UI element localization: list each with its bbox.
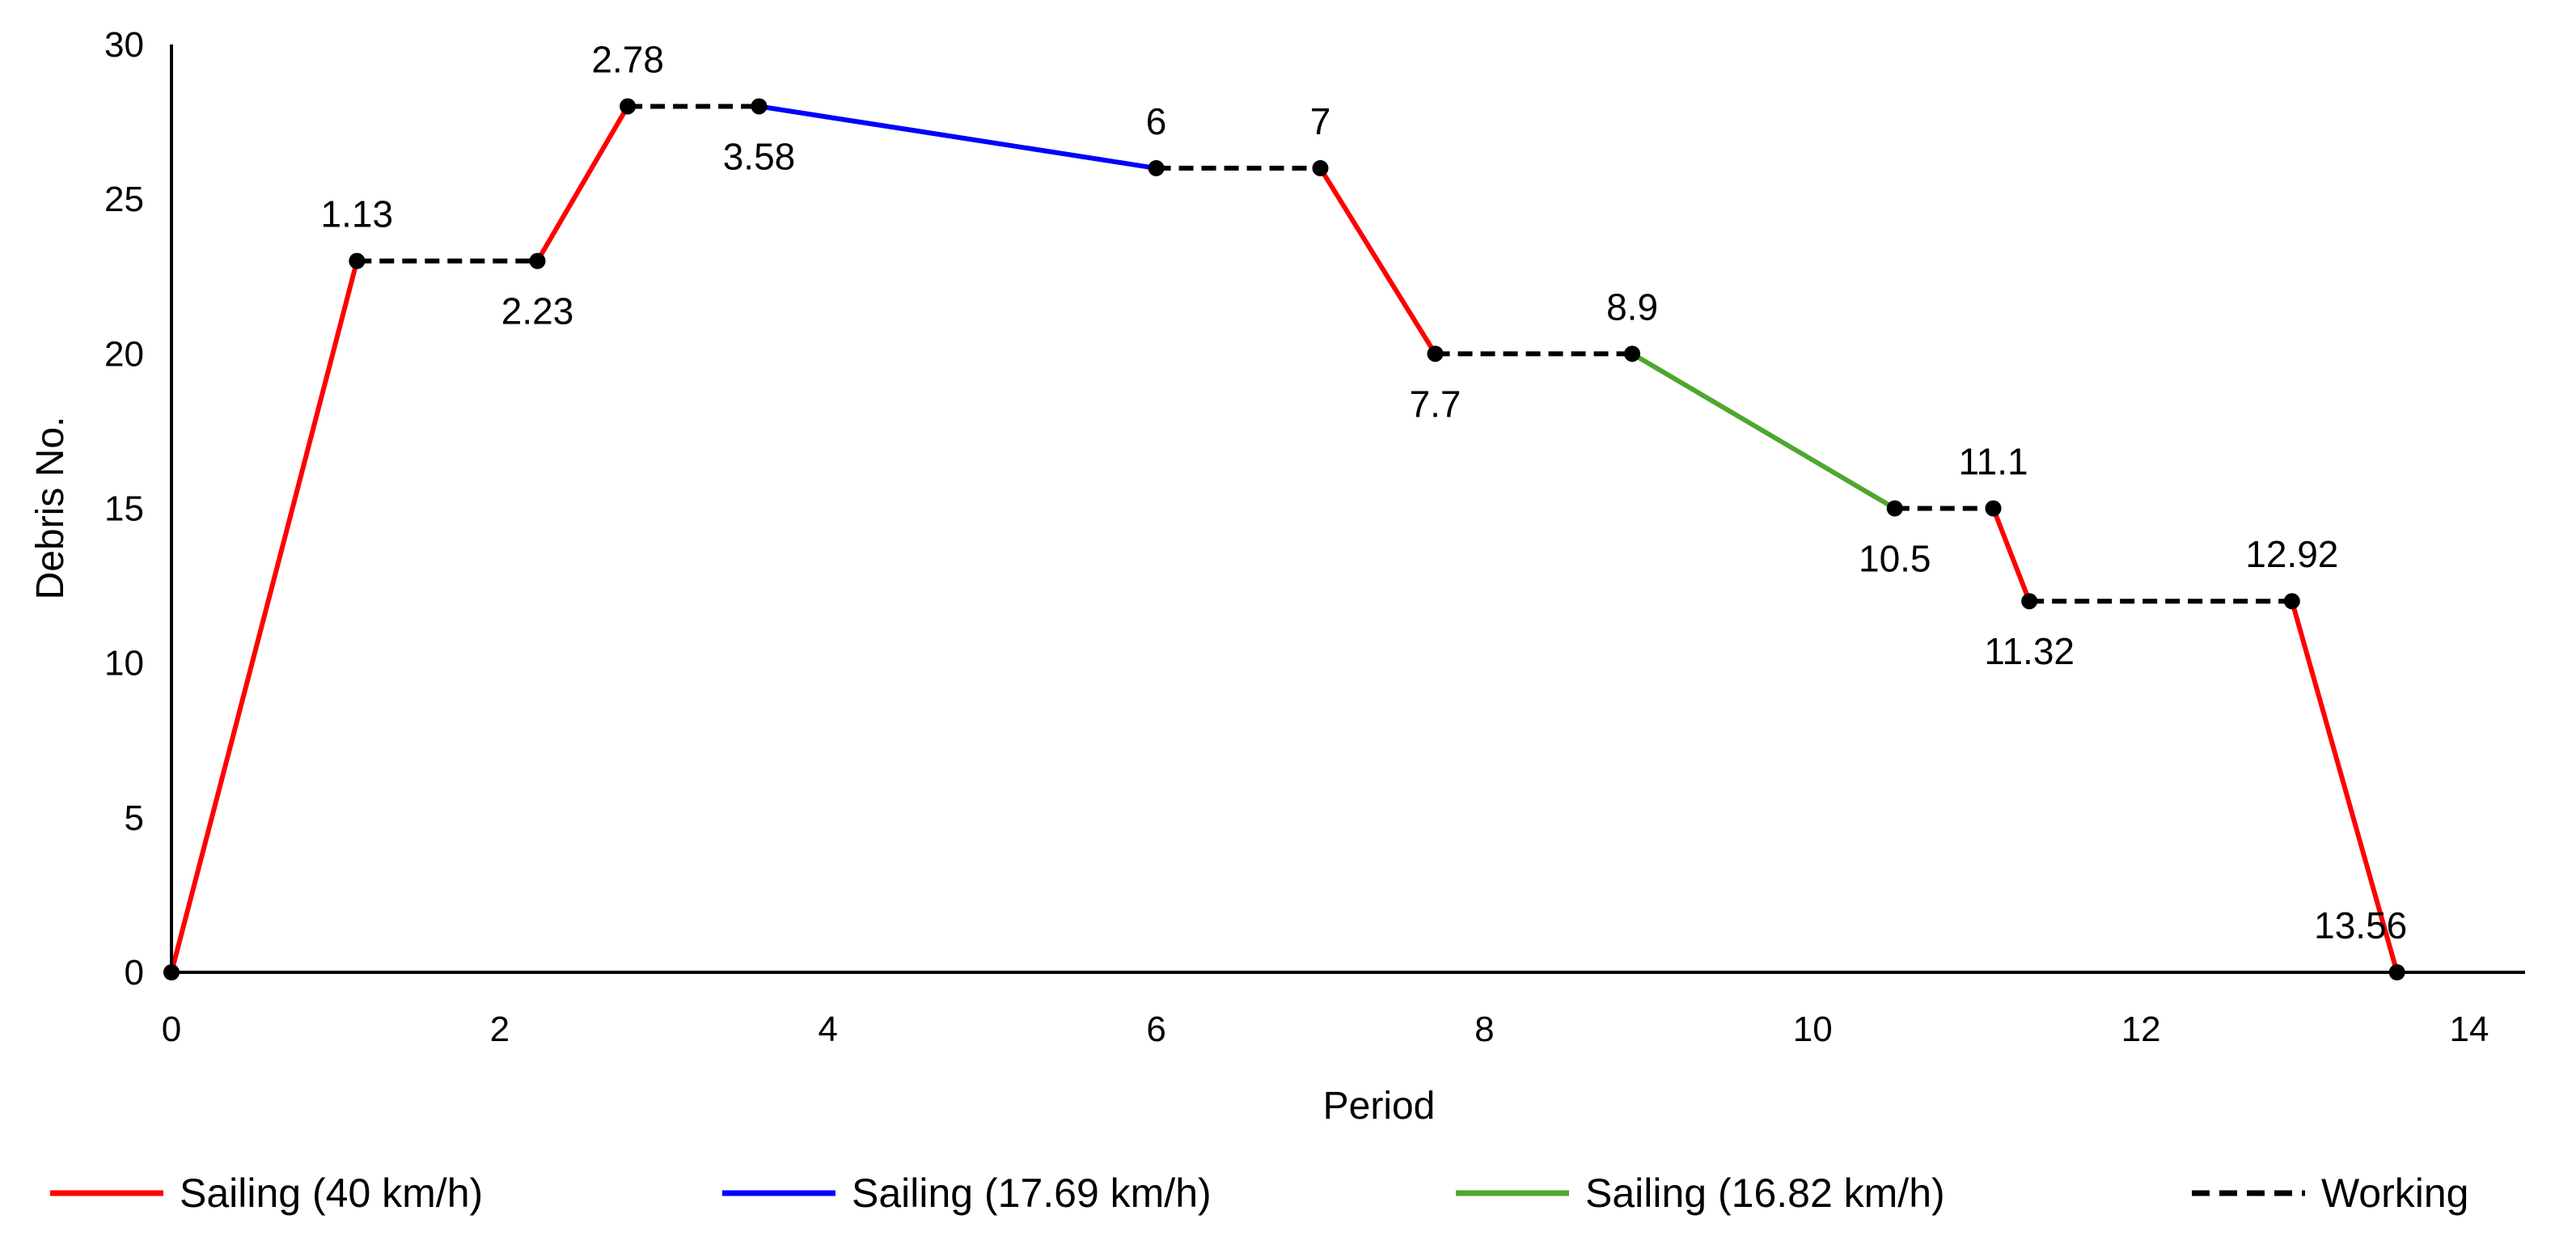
legend: Sailing (40 km/h) Sailing (17.69 km/h) Sai… [50, 1170, 2468, 1216]
x-tick-label: 8 [1474, 1010, 1494, 1049]
data-point [1886, 500, 1903, 517]
x-axis-title: Period [1323, 1085, 1436, 1128]
x-tick-label: 12 [2121, 1010, 2161, 1049]
y-tick-label: 0 [125, 953, 144, 993]
data-point [2388, 964, 2405, 980]
y-tick-label: 20 [104, 334, 144, 374]
y-axis-title: Debris No. [29, 417, 72, 600]
point-label: 3.58 [723, 135, 796, 177]
data-point [620, 98, 637, 115]
x-tick-label: 4 [818, 1010, 837, 1049]
segment-sail40-10 [1990, 507, 2032, 603]
x-tick-labels: 0 2 4 6 8 10 12 14 [162, 1010, 2489, 1049]
y-tick-label: 15 [104, 489, 144, 529]
x-tick-label: 10 [1793, 1010, 1833, 1049]
legend-label-sail1682: Sailing (16.82 km/h) [1585, 1170, 1945, 1216]
point-labels: 1.13 2.23 2.78 3.58 6 7 7.7 8.9 10.5 11.1 11.32 12.… [321, 38, 2408, 946]
data-point [2021, 593, 2038, 610]
point-label: 11.1 [1958, 441, 2028, 483]
x-tick-label: 0 [162, 1010, 181, 1049]
segment-sail40-6 [1318, 167, 1438, 355]
point-label: 13.56 [2314, 904, 2407, 946]
y-tick-labels: 0 5 10 15 20 25 30 [104, 25, 144, 993]
series-lines [169, 104, 2400, 973]
x-tick-label: 2 [490, 1010, 510, 1049]
segment-sail1769-4 [759, 104, 1157, 171]
data-point [163, 964, 180, 980]
point-label: 7.7 [1410, 383, 1461, 425]
data-point [1312, 159, 1329, 176]
data-points [163, 98, 2405, 980]
data-point [751, 98, 768, 115]
y-tick-label: 30 [104, 25, 144, 65]
segment-sail40-0 [169, 260, 360, 973]
point-label: 12.92 [2245, 533, 2338, 575]
point-label: 2.78 [591, 38, 664, 80]
data-point [349, 252, 366, 269]
legend-label-sail40: Sailing (40 km/h) [180, 1170, 483, 1216]
legend-label-sail1769: Sailing (17.69 km/h) [852, 1170, 1212, 1216]
point-label: 2.23 [501, 290, 574, 332]
axes [170, 44, 2525, 974]
data-point [2283, 593, 2300, 610]
point-label: 8.9 [1606, 286, 1658, 328]
point-label: 11.32 [1984, 630, 2075, 672]
y-tick-label: 5 [125, 798, 144, 838]
y-tick-label: 10 [104, 644, 144, 684]
point-label: 10.5 [1859, 538, 1931, 580]
legend-label-working: Working [2321, 1170, 2468, 1216]
data-point [1148, 159, 1165, 176]
data-point [1427, 345, 1444, 362]
data-point [1624, 345, 1641, 362]
x-tick-label: 6 [1146, 1010, 1165, 1049]
x-tick-label: 14 [2450, 1010, 2489, 1049]
data-point [1985, 500, 2002, 517]
segment-sail1682-8 [1631, 351, 1897, 511]
point-label: 1.13 [321, 193, 394, 235]
segment-sail40-2 [535, 104, 630, 263]
point-label: 7 [1310, 100, 1331, 142]
data-point [529, 252, 546, 269]
segment-sail40-12 [2289, 600, 2400, 973]
y-tick-label: 25 [104, 180, 144, 219]
point-label: 6 [1146, 100, 1167, 142]
